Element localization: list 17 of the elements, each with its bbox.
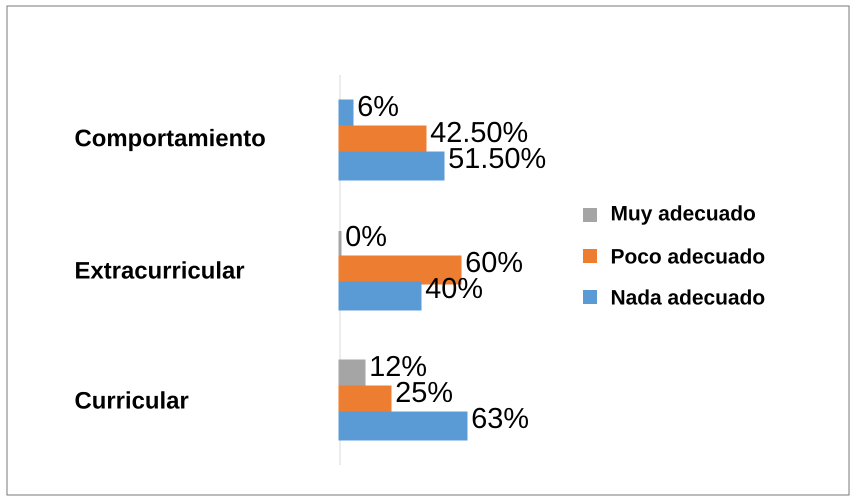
y-tick-label: Extracurricular	[76, 261, 244, 279]
data-label: 63%	[472, 408, 528, 428]
bar	[338, 151, 444, 180]
bar	[338, 282, 422, 310]
y-tick-label: Curricular	[75, 391, 188, 409]
legend-label: Muy adecuado	[612, 205, 756, 225]
data-label: 0%	[346, 226, 386, 246]
data-label: 6%	[358, 96, 398, 116]
data-label: 12%	[371, 356, 426, 376]
y-tick-label: Comportamiento	[75, 128, 265, 152]
bar	[338, 412, 468, 440]
legend-label: Poco adecuado	[612, 248, 764, 264]
legend-label: Nada adecuado	[612, 289, 764, 305]
data-label: 60%	[466, 252, 522, 272]
data-label: 51.50%	[449, 148, 546, 168]
data-label: 42.50%	[430, 122, 528, 142]
data-label: 25%	[396, 382, 452, 402]
